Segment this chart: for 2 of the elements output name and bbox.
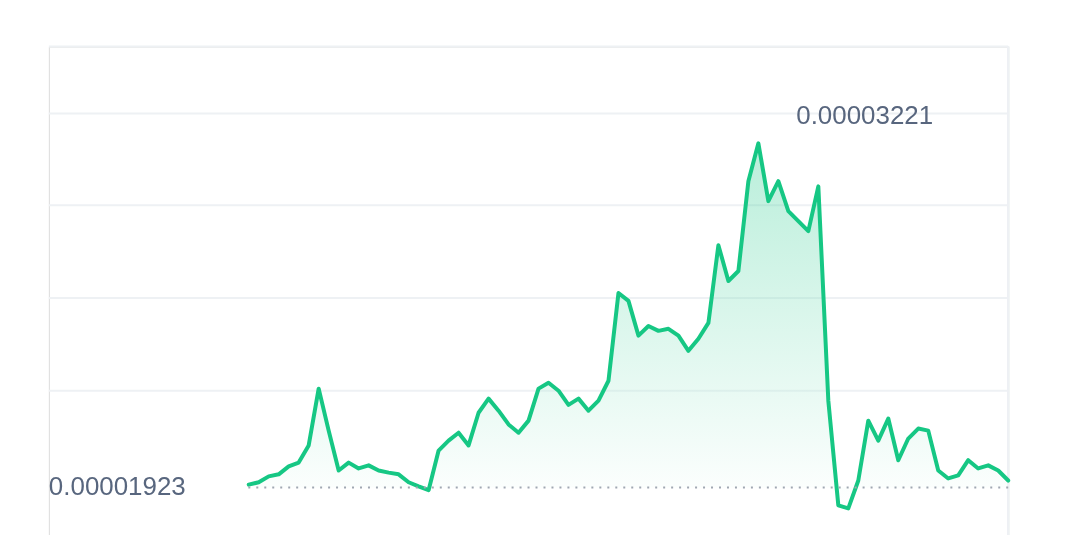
annotation: 0.00001923: [48, 472, 186, 501]
text: 0.00003221: [796, 101, 934, 130]
